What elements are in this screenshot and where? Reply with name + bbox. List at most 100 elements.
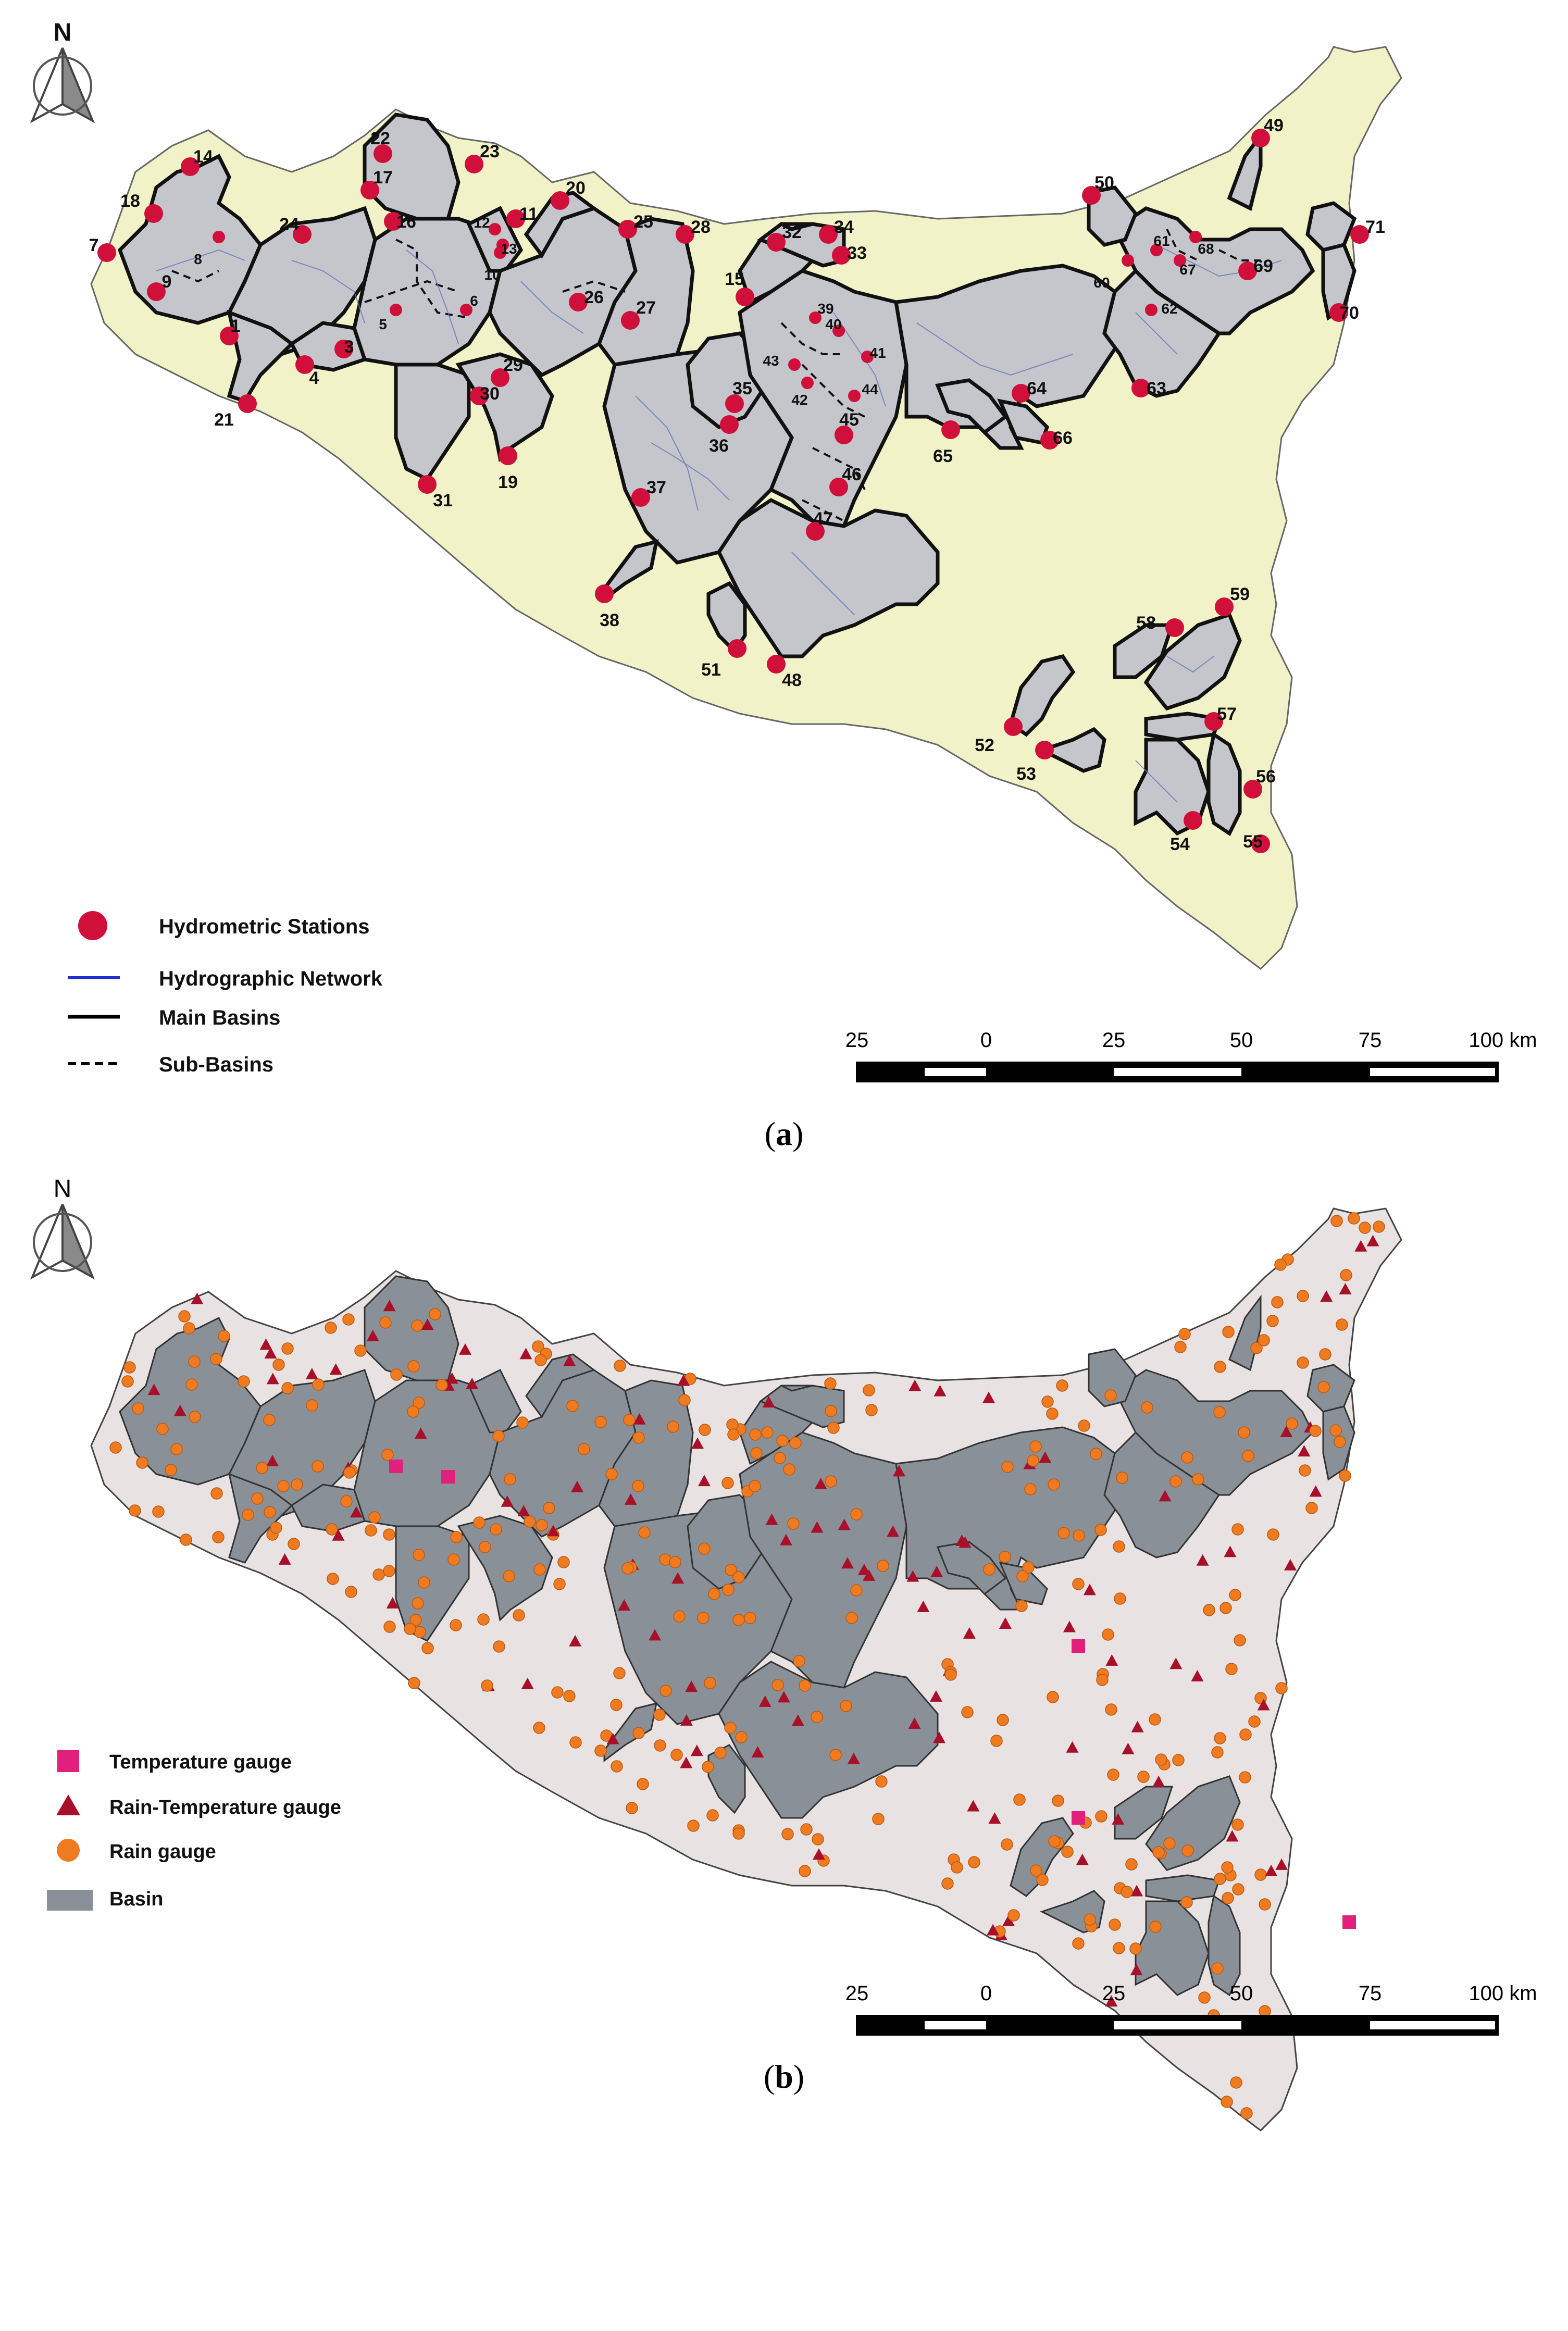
rain-gauge-marker <box>1121 1886 1133 1898</box>
rain-gauge-marker <box>1052 1794 1064 1807</box>
station-marker <box>631 488 650 507</box>
rain-gauge-marker <box>824 1377 837 1390</box>
basin-58 <box>1114 1786 1174 1840</box>
rain-temperature-gauge-marker <box>421 1318 434 1330</box>
rain-gauge-marker <box>1061 1846 1074 1858</box>
rain-gauge-marker <box>1078 1419 1090 1432</box>
station-marker <box>418 475 437 494</box>
basin-63 <box>1103 1431 1221 1559</box>
basin-salso <box>738 269 909 528</box>
legend-a: Hydrometric Stations Hydrographic Networ… <box>68 911 383 1076</box>
rain-gauge-marker <box>340 1495 353 1507</box>
rain-gauge-marker <box>1297 1290 1309 1302</box>
rain-temperature-gauge-marker <box>847 1752 860 1764</box>
rain-temperature-gauge-marker <box>266 1373 279 1385</box>
rain-gauge-marker <box>379 1316 392 1329</box>
rain-gauge-marker <box>479 1541 491 1553</box>
rain-gauge-marker <box>156 1423 169 1435</box>
rain-gauge-marker <box>183 1322 195 1335</box>
rain-gauge-marker <box>429 1308 441 1320</box>
rain-gauge-marker <box>533 1722 545 1734</box>
rain-temperature-gauge-marker <box>762 1396 775 1408</box>
rain-gauge-marker <box>312 1378 325 1391</box>
station-label: 4 <box>309 368 319 388</box>
station-label: 38 <box>600 610 619 630</box>
rain-temperature-gauge-marker <box>690 1744 703 1756</box>
sub-basins <box>171 229 1261 522</box>
rain-gauge-marker <box>1214 1873 1226 1885</box>
rain-gauge-marker <box>1359 1221 1371 1234</box>
rain-temperature-gauge-marker <box>366 1329 379 1341</box>
rain-gauge-marker <box>1240 2107 1253 2120</box>
rain-gauge-marker <box>621 1562 634 1575</box>
caption-a: (a) <box>764 1115 804 1152</box>
rain-gauge-marker <box>699 1424 711 1436</box>
station-label: 50 <box>1094 173 1114 193</box>
rain-gauge-marker <box>1198 1991 1211 2004</box>
rain-gauge-marker <box>811 1711 823 1723</box>
rain-gauge-marker <box>342 1313 355 1326</box>
station-marker <box>728 639 746 658</box>
rain-gauge-marker <box>408 1677 420 1689</box>
rain-gauge-marker <box>732 1614 745 1626</box>
rain-gauge-marker <box>413 1397 425 1409</box>
station-label: 67 <box>1179 261 1196 278</box>
rain-gauge-marker <box>1271 1296 1284 1308</box>
rain-gauge-marker <box>165 1464 177 1476</box>
rain-temperature-gauge-marker <box>930 1565 943 1577</box>
rain-temperature-gauge-marker <box>1131 1721 1144 1732</box>
station-label: 41 <box>869 345 886 361</box>
station-label: 59 <box>1230 584 1250 604</box>
rain-gauge-marker <box>325 1322 337 1334</box>
basin-48 <box>716 497 940 658</box>
rain-gauge-marker <box>1016 1570 1029 1582</box>
hydrographic-network <box>156 244 1282 803</box>
rain-temperature-gauge-marker <box>521 1677 534 1689</box>
rain-gauge-marker <box>999 1551 1011 1563</box>
scale-label: 50 <box>1230 1982 1253 2005</box>
rain-gauge-marker <box>1221 1861 1234 1874</box>
rain-gauge-marker <box>238 1375 250 1388</box>
rain-gauge-marker <box>1137 1771 1150 1783</box>
rain-gauge-marker <box>708 1588 720 1600</box>
rain-gauge-marker <box>1336 1318 1348 1331</box>
rain-temperature-gauge-marker <box>887 1525 900 1537</box>
rain-temperature-gauge-marker <box>959 1536 972 1548</box>
station-marker <box>213 231 225 243</box>
rain-gauge-marker <box>132 1402 144 1415</box>
rain-gauge-marker <box>872 1813 885 1825</box>
rain-gauge-marker <box>1172 1754 1185 1766</box>
rain-temperature-gauge-marker <box>1309 1485 1322 1497</box>
rain-gauge-marker <box>1309 1425 1322 1437</box>
station-label: 60 <box>1093 275 1110 291</box>
rain-gauge-marker <box>1105 1703 1117 1716</box>
rain-gauge-marker <box>1113 1540 1125 1553</box>
rain-gauge-marker <box>1211 1962 1224 1975</box>
rain-gauge-marker <box>1213 1406 1226 1418</box>
station-marker <box>676 225 694 244</box>
rain-gauge-marker <box>180 1534 192 1546</box>
rain-gauge-marker <box>669 1556 681 1568</box>
station-marker <box>295 355 314 374</box>
station-label: 13 <box>501 241 517 257</box>
rain-gauge-marker <box>1057 1527 1070 1539</box>
rain-temperature-gauge-marker <box>466 1377 479 1389</box>
station-label: 31 <box>433 491 453 510</box>
north-label: N <box>54 19 72 46</box>
rain-gauge-marker <box>944 1668 957 1681</box>
rain-temperature-gauge-marker <box>677 1374 690 1386</box>
rain-gauge-marker <box>799 1865 811 1877</box>
basin-63 <box>1102 268 1222 398</box>
rain-temperature-gauge-marker <box>1339 1283 1352 1295</box>
rain-gauge-marker <box>1149 1713 1161 1726</box>
rain-gauge-marker <box>812 1833 824 1846</box>
legend-label: Rain gauge <box>109 1841 216 1863</box>
rain-gauge-marker <box>637 1778 649 1790</box>
station-label: 53 <box>1016 764 1036 784</box>
rain-gauge-marker <box>1084 1913 1096 1926</box>
rain-gauge-marker <box>326 1523 338 1536</box>
basin-oreto <box>353 1379 501 1527</box>
basin-48 <box>718 1661 939 1819</box>
rain-gauge-marker <box>1001 1461 1014 1473</box>
rain-gauge-marker <box>725 1564 737 1576</box>
